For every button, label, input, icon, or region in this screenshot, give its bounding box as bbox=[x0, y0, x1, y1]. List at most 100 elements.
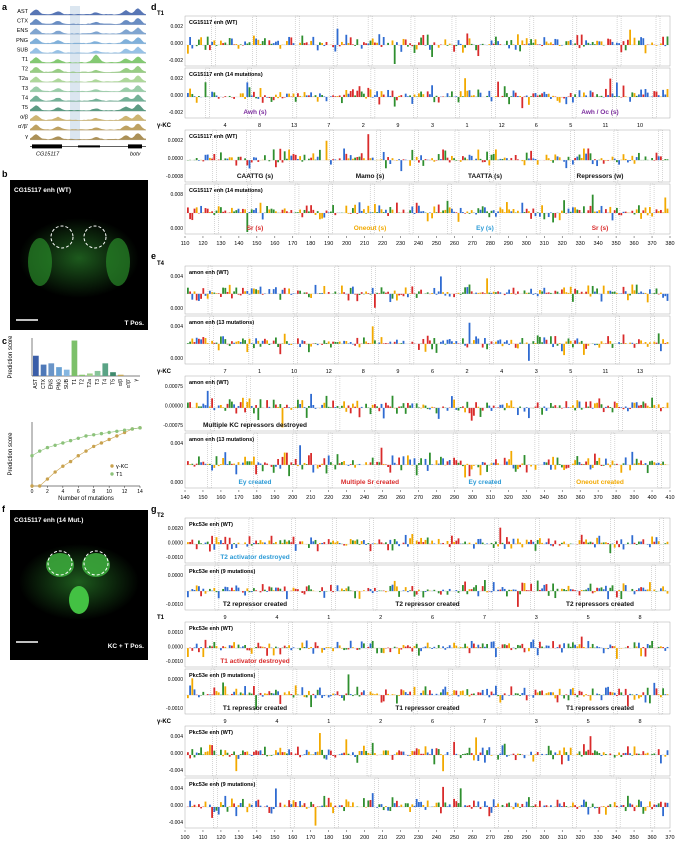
mutation-box bbox=[534, 432, 540, 489]
logo-letter bbox=[343, 544, 345, 546]
logo-letter bbox=[587, 42, 590, 45]
mutation-number: 9 bbox=[396, 123, 399, 129]
logo-letter bbox=[211, 340, 213, 344]
logo-letter bbox=[268, 691, 271, 696]
logo-letter bbox=[413, 45, 416, 53]
logo-letter bbox=[543, 406, 546, 408]
logo-letter bbox=[596, 211, 598, 213]
logo-letter bbox=[578, 751, 581, 755]
logo-letter bbox=[255, 464, 257, 475]
logo-letter bbox=[451, 155, 453, 161]
logo-letter bbox=[468, 542, 471, 545]
logo-letter bbox=[264, 647, 266, 649]
logo-letter bbox=[613, 692, 616, 696]
panel-letter-a: a bbox=[2, 2, 8, 12]
logo-letter bbox=[576, 456, 579, 465]
mutation-box bbox=[450, 517, 455, 564]
logo-letter bbox=[204, 751, 207, 755]
logo-letter bbox=[486, 805, 488, 807]
logo-letter bbox=[305, 292, 308, 294]
logo-letter bbox=[352, 403, 354, 408]
logo-letter bbox=[490, 691, 493, 696]
logo-letter bbox=[389, 406, 392, 408]
logo-letter bbox=[589, 205, 592, 213]
logo-letter bbox=[444, 39, 447, 45]
logo-letter bbox=[261, 542, 264, 545]
logo-letter bbox=[264, 542, 266, 545]
logo-letter bbox=[464, 287, 466, 294]
logo-letter bbox=[633, 343, 636, 348]
logo-letter bbox=[541, 542, 543, 545]
logo-letter bbox=[314, 539, 317, 545]
track-label: T3 bbox=[22, 86, 28, 92]
logo-letter bbox=[552, 692, 554, 696]
logo-letter bbox=[325, 210, 328, 213]
logo-letter bbox=[358, 407, 361, 418]
logo-letter bbox=[477, 208, 480, 213]
logo-letter bbox=[356, 157, 359, 161]
logo-letter bbox=[602, 407, 605, 413]
logo-letter bbox=[495, 36, 497, 45]
y-tick-label: 0.002 bbox=[170, 76, 183, 82]
logo-letter bbox=[567, 464, 570, 468]
mutation-box bbox=[455, 67, 460, 119]
logo-letter bbox=[435, 212, 438, 213]
logo-letter bbox=[264, 746, 266, 755]
logo-letter bbox=[191, 539, 194, 545]
logo-letter bbox=[231, 401, 233, 408]
logo-letter bbox=[314, 642, 317, 649]
logo-letter bbox=[569, 39, 572, 45]
logo-letter bbox=[437, 591, 440, 594]
logo-letter bbox=[596, 94, 598, 97]
logo-letter bbox=[646, 687, 649, 696]
logo-letter bbox=[539, 336, 541, 344]
logo-letter bbox=[393, 341, 396, 344]
logo-letter bbox=[314, 284, 317, 294]
logo-letter bbox=[330, 802, 332, 807]
logo-letter bbox=[613, 291, 616, 294]
logo-letter bbox=[561, 755, 563, 765]
logo-letter bbox=[261, 340, 264, 344]
logo-letter bbox=[424, 458, 427, 465]
mutation-box bbox=[214, 564, 220, 611]
logo-letter bbox=[567, 41, 570, 45]
logo-letter bbox=[321, 404, 323, 408]
logo-letter bbox=[327, 797, 330, 807]
logo-letter bbox=[660, 43, 662, 45]
logo-letter bbox=[561, 45, 563, 46]
logo-letter bbox=[649, 461, 651, 465]
logo-letter bbox=[611, 692, 614, 696]
logo-letter bbox=[259, 805, 262, 807]
y-tick-label: 0.0010 bbox=[168, 630, 184, 636]
logo-letter bbox=[233, 291, 235, 294]
logo-letter bbox=[611, 343, 614, 348]
logo-letter bbox=[349, 342, 352, 344]
x-tick-label: 210 bbox=[306, 495, 315, 501]
logo-letter bbox=[290, 343, 293, 345]
signal-track bbox=[30, 114, 146, 121]
logo-letter bbox=[189, 291, 191, 294]
logo-letter bbox=[574, 805, 576, 807]
logo-letter bbox=[587, 285, 590, 294]
logo-letter bbox=[409, 459, 411, 465]
track-title: Pkc53e enh (WT) bbox=[189, 730, 233, 736]
track-title: CG15117 enh (WT) bbox=[189, 20, 237, 26]
logo-letter bbox=[572, 463, 574, 465]
logo-letter bbox=[257, 290, 260, 294]
logo-letter bbox=[255, 338, 257, 344]
logo-letter bbox=[627, 645, 629, 649]
logo-letter bbox=[580, 755, 583, 757]
logo-letter bbox=[354, 95, 356, 97]
logo-letter bbox=[202, 648, 205, 658]
logo-letter bbox=[290, 210, 293, 213]
logo-letter bbox=[310, 205, 312, 213]
logo-letter bbox=[657, 293, 660, 295]
logo-letter bbox=[561, 407, 563, 409]
logo-letter bbox=[662, 586, 664, 592]
logo-letter bbox=[576, 209, 579, 213]
logo-letter bbox=[543, 287, 546, 294]
logo-letter bbox=[514, 802, 517, 807]
mutation-number: 3 bbox=[535, 615, 538, 621]
logo-letter bbox=[330, 462, 332, 465]
